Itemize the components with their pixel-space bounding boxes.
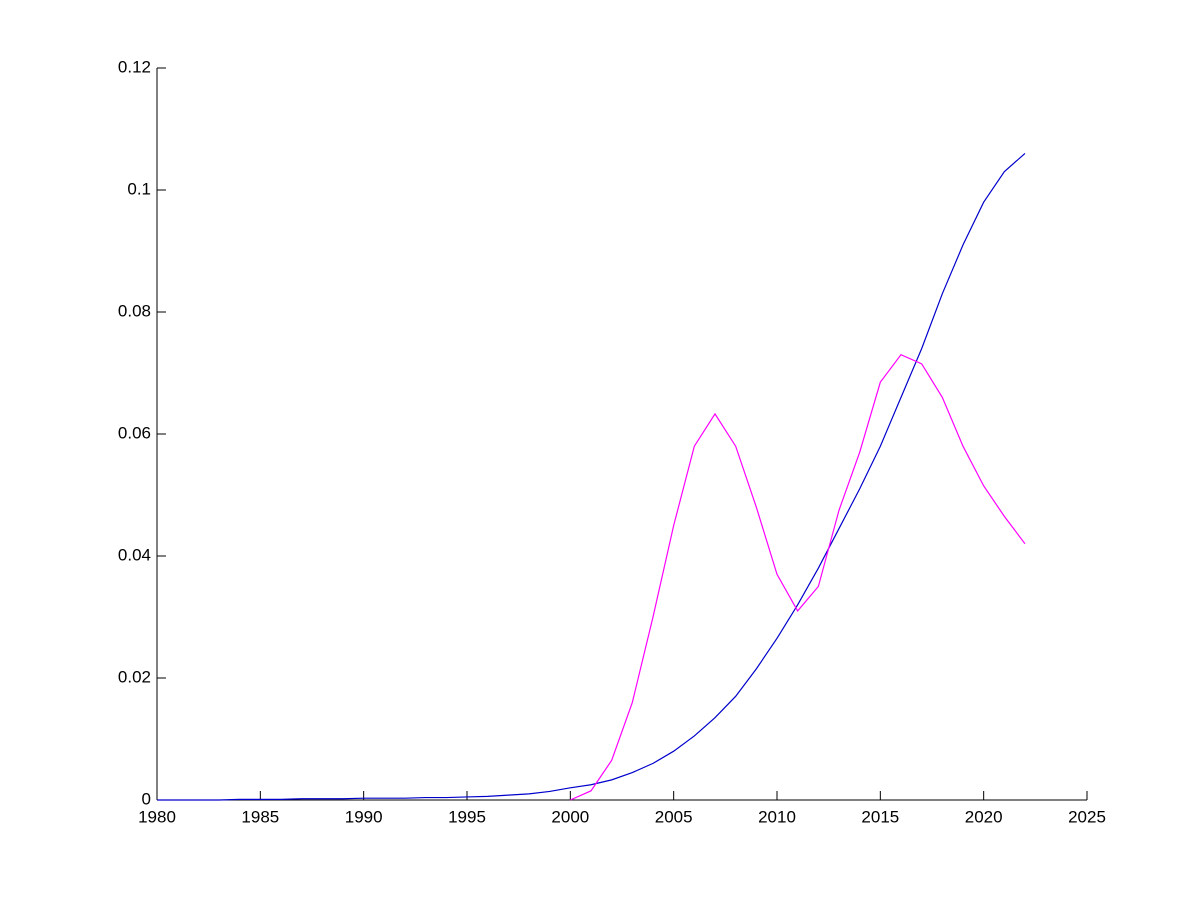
- y-tick-label: 0: [142, 789, 151, 808]
- x-tick-label: 2015: [861, 807, 899, 826]
- line-series: [570, 353, 1026, 801]
- x-tick-label: 1985: [241, 807, 279, 826]
- y-tick-label: 0.1: [127, 179, 151, 198]
- y-tick-label: 0.02: [118, 667, 151, 686]
- line-series: [157, 152, 1026, 801]
- y-tick-label: 0.04: [118, 545, 151, 564]
- x-tick-label: 2025: [1068, 807, 1106, 826]
- y-tick-label: 0.12: [118, 57, 151, 76]
- x-tick-label: 2010: [758, 807, 796, 826]
- x-tick-label: 1990: [345, 807, 383, 826]
- y-tick-label: 0.08: [118, 301, 151, 320]
- x-tick-label: 1995: [448, 807, 486, 826]
- x-tick-label: 2000: [551, 807, 589, 826]
- y-tick-label: 0.06: [118, 423, 151, 442]
- x-tick-label: 2005: [655, 807, 693, 826]
- x-tick-label: 2020: [965, 807, 1003, 826]
- x-tick-label: 1980: [138, 807, 176, 826]
